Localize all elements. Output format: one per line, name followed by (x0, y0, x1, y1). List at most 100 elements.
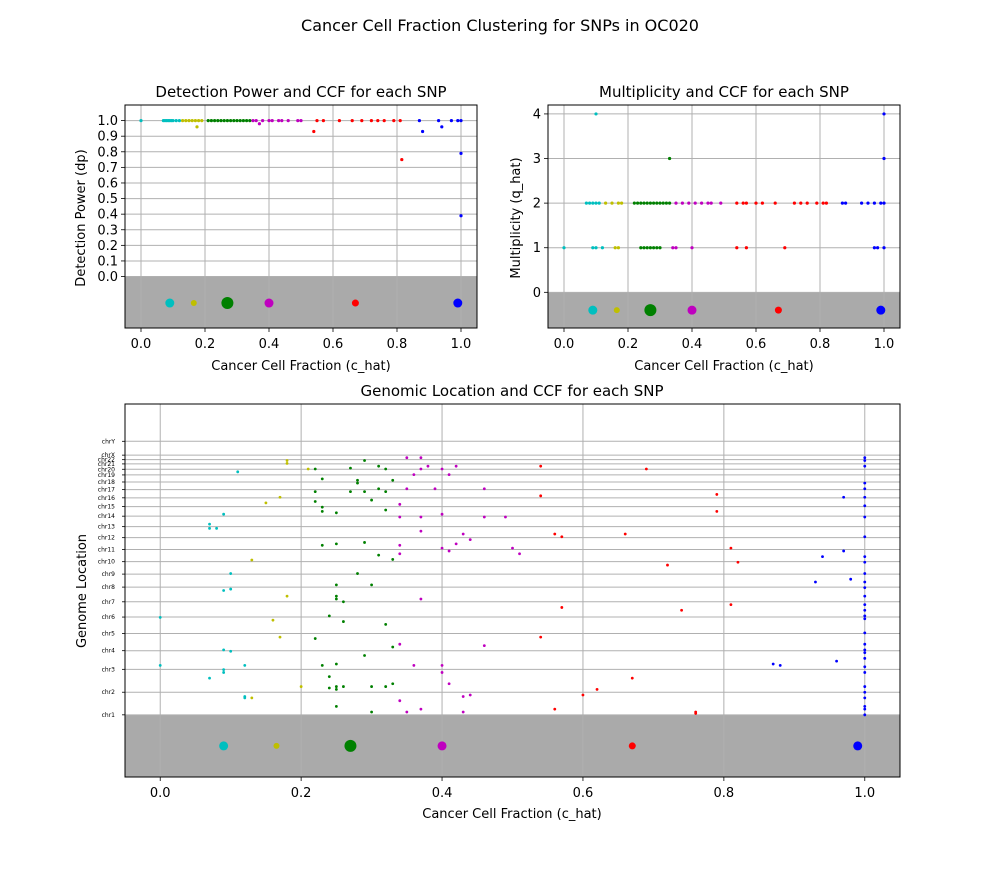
snp-point (844, 201, 848, 205)
snp-point (863, 535, 867, 539)
snp-point (863, 495, 867, 499)
snp-point (225, 118, 229, 123)
cluster-marker (644, 304, 657, 317)
snp-point (200, 118, 204, 123)
snp-point (382, 118, 386, 123)
snp-point (468, 538, 472, 542)
snp-point (760, 201, 765, 205)
snp-point (313, 500, 317, 503)
cluster-marker (774, 306, 782, 314)
snp-point (370, 583, 373, 587)
snp-point (421, 129, 425, 134)
snp-point (206, 118, 210, 123)
snp-point (863, 572, 867, 575)
y-tick-label: 0.5 (97, 192, 118, 207)
snp-point (363, 654, 366, 657)
snp-point (863, 685, 867, 688)
snp-point (398, 552, 402, 556)
snp-point (744, 201, 749, 205)
snp-point (729, 546, 733, 550)
snp-point (863, 555, 867, 558)
snp-point (377, 553, 381, 557)
snp-point (616, 246, 621, 250)
cluster-marker (273, 742, 280, 749)
snp-point (334, 511, 338, 515)
snp-point (636, 201, 640, 205)
snp-point (630, 676, 634, 680)
snp-point (863, 656, 867, 660)
snp-point (313, 490, 317, 493)
snp-point (334, 704, 338, 708)
snp-point (208, 522, 211, 526)
snp-point (872, 246, 877, 250)
snp-point (320, 509, 324, 513)
genome-location-xlabel: Cancer Cell Fraction (c_hat) (422, 807, 601, 822)
snp-point (264, 501, 268, 505)
snp-point (398, 699, 402, 703)
x-tick-label: 0.4 (432, 786, 453, 801)
snp-point (350, 118, 354, 123)
y-tick-label: 0.6 (97, 176, 118, 191)
snp-point (863, 459, 867, 462)
cluster-marker (190, 300, 197, 307)
snp-point (245, 118, 249, 123)
snp-point (219, 118, 223, 123)
y-tick-label: chr16 (98, 495, 115, 502)
multiplicity-title: Multiplicity and CCF for each SNP (599, 83, 849, 101)
snp-point (459, 151, 463, 155)
snp-point (299, 685, 303, 688)
snp-point (771, 662, 775, 666)
snp-point (872, 201, 877, 205)
snp-point (280, 118, 284, 123)
snp-point (215, 526, 218, 530)
snp-point (370, 498, 373, 502)
snp-point (334, 583, 338, 587)
snp-point (783, 246, 787, 250)
snp-point (709, 201, 713, 205)
snp-point (356, 478, 359, 482)
snp-point (661, 201, 665, 205)
snp-point (741, 201, 745, 205)
snp-point (863, 690, 867, 694)
snp-point (405, 710, 409, 714)
snp-point (735, 201, 739, 205)
snp-point (334, 662, 338, 666)
cluster-marker (219, 741, 229, 751)
snp-point (261, 118, 265, 123)
snp-point (229, 118, 233, 123)
snp-point (419, 515, 423, 519)
snp-point (208, 676, 211, 680)
snp-point (327, 614, 331, 618)
snp-point (391, 558, 395, 561)
snp-point (419, 707, 423, 711)
snp-point (863, 456, 867, 460)
snp-point (229, 649, 233, 653)
y-tick-label: chr6 (102, 614, 116, 621)
snp-point (863, 651, 867, 655)
snp-point (866, 201, 870, 205)
snp-point (648, 246, 653, 250)
snp-point (363, 490, 366, 493)
detection-power-xlabel: Cancer Cell Fraction (c_hat) (211, 359, 390, 374)
snp-point (863, 560, 867, 564)
snp-point (440, 467, 444, 471)
y-tick-label: chr21 (98, 461, 115, 468)
snp-point (208, 526, 211, 530)
snp-point (447, 682, 451, 686)
snp-point (715, 509, 719, 513)
snp-point (863, 504, 867, 508)
snp-point (690, 246, 694, 250)
y-tick-label: chr3 (102, 666, 116, 673)
snp-point (248, 118, 252, 123)
snp-point (327, 686, 331, 690)
snp-point (254, 118, 258, 123)
snp-point (882, 156, 886, 161)
snp-point (863, 713, 867, 717)
snp-point (539, 635, 543, 639)
snp-point (560, 606, 564, 609)
snp-point (863, 617, 867, 621)
snp-point (863, 696, 867, 700)
y-tick-label: chr20 (98, 466, 115, 473)
snp-point (706, 201, 710, 205)
snp-point (337, 118, 341, 123)
